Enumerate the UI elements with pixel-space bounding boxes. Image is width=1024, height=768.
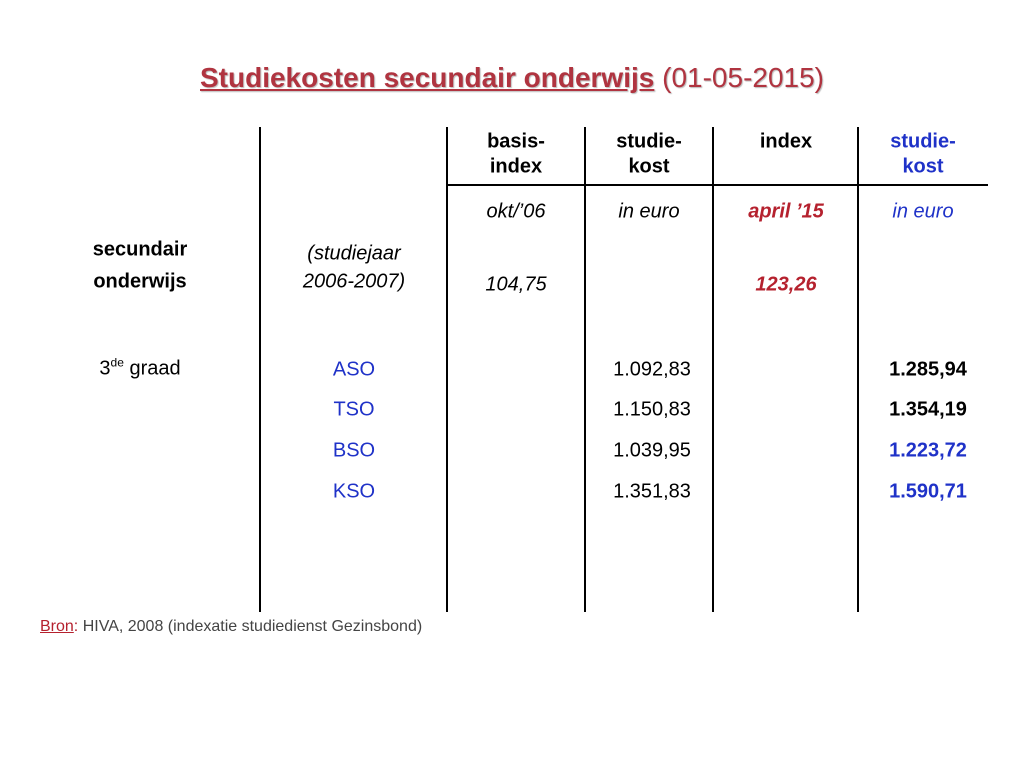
title-date: (01-05-2015) [662, 62, 824, 93]
unit: okt/’06 [486, 200, 546, 223]
column-line [446, 127, 448, 612]
column-line [584, 127, 586, 612]
grade: 3de graad [99, 356, 180, 381]
cost: 1.039,95 [613, 439, 691, 462]
header: index [489, 155, 543, 178]
header: studie- [890, 130, 956, 153]
title-main: Studiekosten secundair onderwijs [200, 62, 655, 93]
column-line [259, 127, 261, 612]
row-label: KSO [332, 480, 376, 503]
cost: 1.351,83 [613, 480, 691, 503]
source-colon: : [73, 618, 79, 635]
unit: in euro [892, 200, 954, 223]
cost-2015: 1.354,19 [889, 398, 967, 421]
unit: april ’15 [748, 200, 824, 223]
school-year: (studiejaar [307, 242, 401, 265]
source: Bron: HIVA, 2008 (indexatie studiedienst… [40, 618, 422, 636]
column-line [857, 127, 859, 612]
cost: 1.092,83 [613, 358, 691, 381]
cost-2015: 1.223,72 [889, 439, 967, 462]
cost-2015: 1.590,71 [889, 480, 967, 503]
grade-suffix: de [110, 355, 124, 370]
header: studie- [616, 130, 682, 153]
header: index [759, 130, 813, 153]
header: kost [902, 155, 944, 178]
header-line [447, 184, 988, 186]
school-year: 2006-2007) [302, 270, 406, 293]
cost-2015: 1.285,94 [889, 358, 967, 381]
grade-word: graad [129, 357, 181, 380]
level: secundair [92, 238, 188, 261]
unit: in euro [618, 200, 680, 223]
cost: 1.150,83 [613, 398, 691, 421]
header: kost [628, 155, 670, 178]
grade-number: 3 [99, 357, 111, 380]
source-text: HIVA, 2008 (indexatie studiedienst Gezin… [82, 618, 423, 635]
index-value: 104,75 [485, 273, 547, 296]
level: onderwijs [93, 270, 187, 293]
row-label: TSO [333, 398, 375, 421]
column-line [712, 127, 714, 612]
index-value: 123,26 [755, 273, 817, 296]
row-label: ASO [332, 358, 376, 381]
source-label: Bron [40, 618, 74, 635]
title: Studiekosten secundair onderwijs (01-05-… [0, 62, 1024, 94]
header: basis- [487, 130, 545, 153]
row-label: BSO [332, 439, 376, 462]
